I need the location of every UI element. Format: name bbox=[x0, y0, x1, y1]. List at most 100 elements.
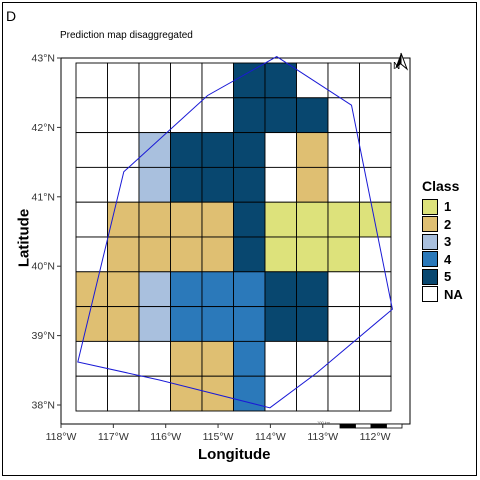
grid-cell bbox=[296, 236, 329, 273]
grid-cell bbox=[264, 375, 297, 412]
grid-cell bbox=[359, 97, 392, 134]
legend-item: 5 bbox=[422, 268, 463, 286]
study-area-boundary bbox=[77, 56, 393, 409]
grid-cell bbox=[138, 62, 171, 99]
grid-cell bbox=[327, 375, 360, 412]
scale-bar-segment bbox=[370, 423, 387, 429]
legend-swatch bbox=[422, 233, 438, 250]
grid-cell bbox=[233, 201, 266, 238]
grid-cell bbox=[138, 236, 171, 273]
y-tick-label: 40°N bbox=[32, 261, 55, 273]
grid-cell bbox=[359, 340, 392, 377]
grid-cell bbox=[233, 236, 266, 273]
legend-swatch bbox=[422, 198, 438, 215]
grid-cell bbox=[233, 166, 266, 203]
grid-cell bbox=[296, 97, 329, 134]
grid-cell bbox=[170, 132, 203, 168]
grid-cell bbox=[138, 97, 171, 134]
grid-cell bbox=[75, 201, 108, 238]
grid-cell bbox=[359, 375, 392, 412]
y-tick-label: 41°N bbox=[32, 191, 55, 203]
grid-cell bbox=[107, 62, 140, 99]
grid-cell bbox=[201, 132, 234, 168]
scale-bar-segment bbox=[386, 423, 403, 429]
grid-cell bbox=[296, 271, 329, 308]
grid-cell bbox=[264, 201, 297, 238]
x-tick-label: 113°W bbox=[307, 431, 338, 443]
grid-cell bbox=[75, 340, 108, 377]
scale-bar bbox=[339, 423, 403, 429]
grid-cell bbox=[170, 271, 203, 308]
grid-cell bbox=[107, 306, 140, 342]
scale-bar-label: 100 km bbox=[317, 420, 331, 425]
legend-label: 5 bbox=[444, 269, 452, 285]
grid-cell bbox=[201, 62, 234, 99]
grid-cell bbox=[264, 271, 297, 308]
grid-cell bbox=[75, 166, 108, 203]
x-axis-title: Longitude bbox=[198, 446, 271, 463]
grid-cell bbox=[201, 236, 234, 273]
grid-cell bbox=[75, 375, 108, 412]
grid-cell bbox=[233, 132, 266, 168]
legend-item: NA bbox=[422, 286, 463, 304]
grid-cell bbox=[264, 132, 297, 168]
legend-item: 1 bbox=[422, 198, 463, 216]
grid-cell bbox=[138, 271, 171, 308]
grid-cell bbox=[170, 62, 203, 99]
grid-cell bbox=[138, 201, 171, 238]
x-tick-label: 114°W bbox=[255, 431, 286, 443]
grid-cell bbox=[138, 306, 171, 342]
grid-cell bbox=[170, 340, 203, 377]
grid-cell bbox=[201, 201, 234, 238]
grid-cell bbox=[201, 166, 234, 203]
legend-item: 4 bbox=[422, 251, 463, 269]
grid-cell bbox=[107, 271, 140, 308]
grid-cell bbox=[359, 132, 392, 168]
grid-cell bbox=[107, 375, 140, 412]
grid-cell bbox=[296, 340, 329, 377]
grid-cell bbox=[264, 236, 297, 273]
grid-cell bbox=[170, 375, 203, 412]
legend-label: 4 bbox=[444, 251, 452, 267]
north-arrow-label: N bbox=[393, 61, 401, 72]
legend-swatch bbox=[422, 251, 438, 268]
grid-cell bbox=[327, 236, 360, 273]
legend-label: 2 bbox=[444, 216, 452, 232]
grid-cell bbox=[138, 132, 171, 168]
north-arrow-right-half bbox=[400, 52, 409, 71]
grid-cell bbox=[264, 62, 297, 99]
grid-cell bbox=[296, 375, 329, 412]
y-tick-label: 39°N bbox=[32, 330, 55, 342]
scale-bar-segment bbox=[339, 423, 356, 429]
grid-cell bbox=[75, 132, 108, 168]
grid-cell bbox=[327, 306, 360, 342]
legend-item: 3 bbox=[422, 233, 463, 251]
figure-frame bbox=[2, 2, 477, 476]
plot-panel-border bbox=[60, 57, 411, 425]
grid-cell bbox=[170, 236, 203, 273]
legend-title: Class bbox=[422, 178, 460, 194]
grid-cell bbox=[170, 201, 203, 238]
grid-cell bbox=[359, 166, 392, 203]
legend-label: 1 bbox=[444, 199, 452, 215]
grid-cell bbox=[138, 375, 171, 412]
grid-cell bbox=[138, 166, 171, 203]
grid-cell bbox=[75, 236, 108, 273]
north-arrow-icon bbox=[395, 52, 409, 71]
legend-swatch bbox=[422, 268, 438, 285]
grid-cell bbox=[264, 340, 297, 377]
grid-cell bbox=[201, 375, 234, 412]
grid-cell bbox=[296, 62, 329, 99]
grid-cell bbox=[201, 340, 234, 377]
grid-cell bbox=[233, 340, 266, 377]
y-tick-label: 38°N bbox=[32, 400, 55, 412]
map-subtitle: Prediction map disaggregated bbox=[60, 30, 193, 41]
grid-cell bbox=[327, 132, 360, 168]
grid-cell bbox=[75, 97, 108, 134]
x-tick-label: 115°W bbox=[203, 431, 234, 443]
grid-cell bbox=[296, 201, 329, 238]
grid-cell bbox=[296, 166, 329, 203]
grid-cell bbox=[75, 271, 108, 308]
grid-cell bbox=[233, 97, 266, 134]
legend-swatch bbox=[422, 216, 438, 233]
